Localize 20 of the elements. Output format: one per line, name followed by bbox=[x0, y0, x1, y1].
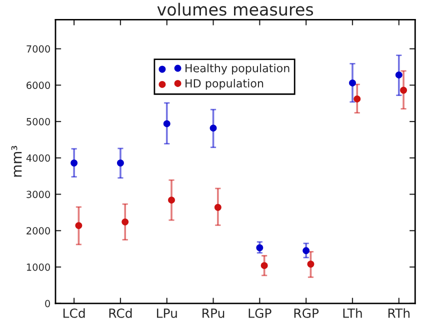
y-tick-label: 2000 bbox=[26, 227, 50, 234]
y-tick-label: 4000 bbox=[26, 154, 50, 162]
legend-label: HD population bbox=[186, 78, 264, 90]
x-tick-label: LCd bbox=[63, 308, 85, 318]
x-tick-label: RGP bbox=[294, 308, 319, 318]
x-tick-label: LPu bbox=[156, 308, 177, 318]
legend-label: Healthy population bbox=[186, 64, 290, 74]
x-tick-label: RTh bbox=[388, 308, 410, 318]
y-tick-label: 3000 bbox=[26, 190, 50, 198]
x-tick-label: RPu bbox=[202, 308, 224, 318]
y-tick-label: 7000 bbox=[26, 45, 50, 53]
y-tick-label: 0 bbox=[45, 300, 50, 308]
y-axis-title: mm³ bbox=[11, 146, 22, 177]
y-tick-label: 5000 bbox=[26, 118, 50, 126]
x-tick-label: LGP bbox=[248, 308, 272, 318]
y-tick-label: 6000 bbox=[26, 82, 50, 89]
y-tick-label: 1000 bbox=[26, 264, 50, 271]
x-tick-label: LTh bbox=[343, 308, 362, 318]
chart-title: volumes measures bbox=[157, 2, 314, 16]
x-tick-label: RCd bbox=[109, 308, 132, 318]
